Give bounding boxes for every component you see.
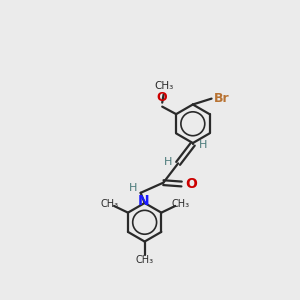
Text: O: O <box>185 177 197 191</box>
Text: N: N <box>138 194 150 208</box>
Text: CH₃: CH₃ <box>136 255 154 265</box>
Text: CH₃: CH₃ <box>154 81 173 91</box>
Text: H: H <box>164 157 172 167</box>
Text: O: O <box>157 92 167 104</box>
Text: CH₃: CH₃ <box>100 199 118 208</box>
Text: Br: Br <box>214 92 229 105</box>
Text: CH₃: CH₃ <box>171 199 189 208</box>
Text: H: H <box>128 183 137 193</box>
Text: H: H <box>199 140 207 150</box>
